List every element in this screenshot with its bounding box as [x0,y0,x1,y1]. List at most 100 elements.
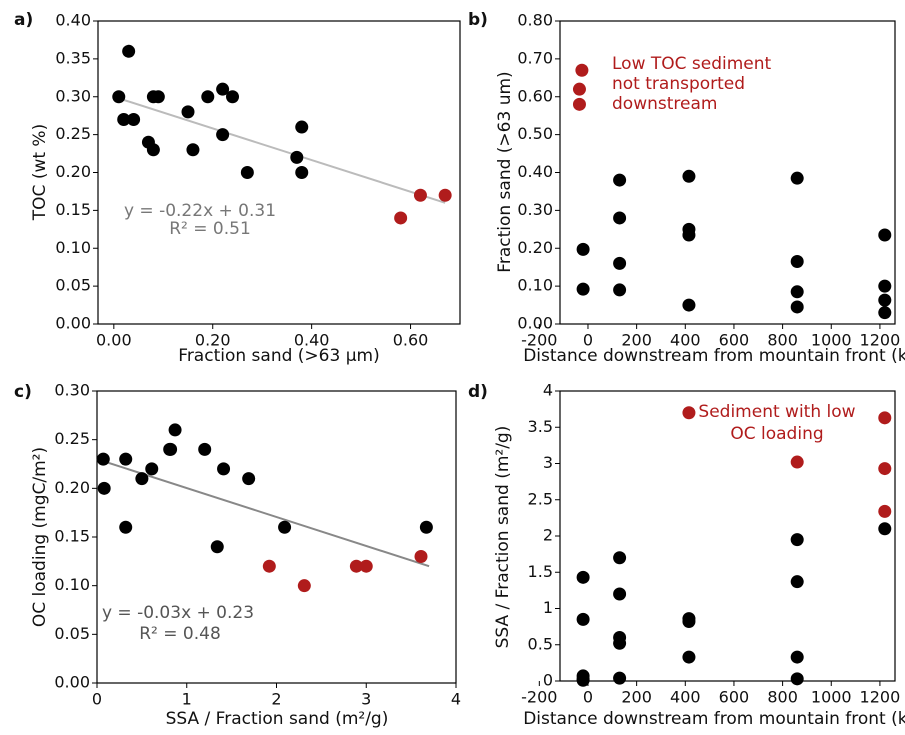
data-point [878,279,892,293]
x-tick-label: 0.00 [96,331,132,350]
x-tick-label: 600 [719,688,750,707]
data-point [790,255,804,269]
annotation: not transported [612,74,745,94]
y-tick-label: 0.30 [54,381,90,400]
panel-label: a) [14,10,33,30]
data-point [790,533,804,547]
y-tick-label: 0.25 [55,124,91,143]
data-point [613,256,627,270]
annotation: OC loading [730,424,823,444]
y-tick-label: 0.25 [54,429,90,448]
y-tick-label: 0.05 [55,276,91,295]
x-axis-title: Distance downstream from mountain front … [523,346,905,366]
data-point [878,462,892,476]
data-point [613,636,627,650]
data-point [164,442,178,456]
x-tick-label: 800 [767,688,798,707]
x-axis-title: Distance downstream from mountain front … [523,709,905,729]
y-tick-label: 0.00 [517,314,553,333]
data-point [297,579,311,593]
y-tick-label: 0.00 [54,673,90,692]
y-axis-title: TOC (wt %) [30,124,50,221]
data-point [576,673,590,687]
data-point [438,188,452,202]
x-tick-label: 1200 [860,331,901,350]
data-point [242,472,256,486]
data-point [210,540,224,554]
data-point [168,423,182,437]
x-tick-label: 3 [361,690,371,709]
annotation: downstream [612,94,717,114]
annotation: Low TOC sediment [612,54,772,74]
x-tick-label: 0.60 [393,331,429,350]
data-point [413,188,427,202]
y-axis-title: OC loading (mgC/m²) [30,447,50,627]
data-point [613,551,627,565]
data-point [878,504,892,518]
data-point [119,452,133,466]
data-point [576,242,590,256]
data-point [613,587,627,601]
data-point [878,411,892,425]
y-tick-label: 0.40 [517,162,553,181]
data-point [135,472,149,486]
data-point [240,166,254,179]
y-tick-label: 0.10 [55,238,91,257]
y-tick-label: 0.35 [55,48,91,67]
data-point [790,672,804,686]
data-point [97,481,111,495]
annotation: Sediment with low [698,402,855,422]
data-point [127,112,141,126]
y-axis-title: Fraction sand (>63 um) [495,71,515,272]
data-point [414,549,428,563]
data-point [790,300,804,314]
data-point [216,128,230,142]
data-point [295,120,309,134]
data-point [878,306,892,320]
x-tick-label: 0 [583,331,593,350]
y-tick-label: 0.30 [517,200,553,219]
data-point [295,166,309,179]
data-point [349,559,363,573]
y-tick-label: 0.00 [55,314,91,333]
x-tick-label: 400 [670,331,701,350]
data-point [216,82,230,96]
data-point [613,283,627,297]
y-tick-label: 1.5 [528,562,553,581]
data-point [201,90,215,104]
x-tick-label: 600 [719,331,750,350]
y-tick-label: 0.40 [55,11,91,30]
data-point [278,520,292,534]
data-point [682,228,696,242]
y-tick-label: 0.30 [55,86,91,105]
data-point [572,82,586,96]
x-tick-label: 1000 [811,331,852,350]
data-point [359,559,373,573]
x-tick-label: 0 [92,690,102,709]
x-tick-label: 200 [621,331,652,350]
x-axis-title: Fraction sand (>63 μm) [178,346,379,366]
data-point [790,650,804,664]
x-tick-label: 1000 [811,688,852,707]
data-point [290,150,304,164]
data-point [181,105,195,119]
data-point [96,452,110,466]
data-point [572,97,586,111]
y-tick-label: 1 [543,598,553,617]
x-tick-label: 0 [583,688,593,707]
y-tick-label: 0.80 [517,11,553,30]
data-point [682,406,696,420]
data-point [613,173,627,187]
x-tick-label: 1 [182,690,192,709]
data-point [151,90,165,104]
y-tick-label: 0.20 [55,162,91,181]
panel-label: d) [468,382,488,402]
x-tick-label: 0.40 [294,331,330,350]
data-point [576,612,590,626]
y-tick-label: 0.5 [528,634,553,653]
data-point [682,169,696,183]
y-tick-label: 0.60 [517,86,553,105]
data-point [112,90,126,104]
data-point [878,522,892,536]
annotation: R² = 0.48 [139,624,221,644]
